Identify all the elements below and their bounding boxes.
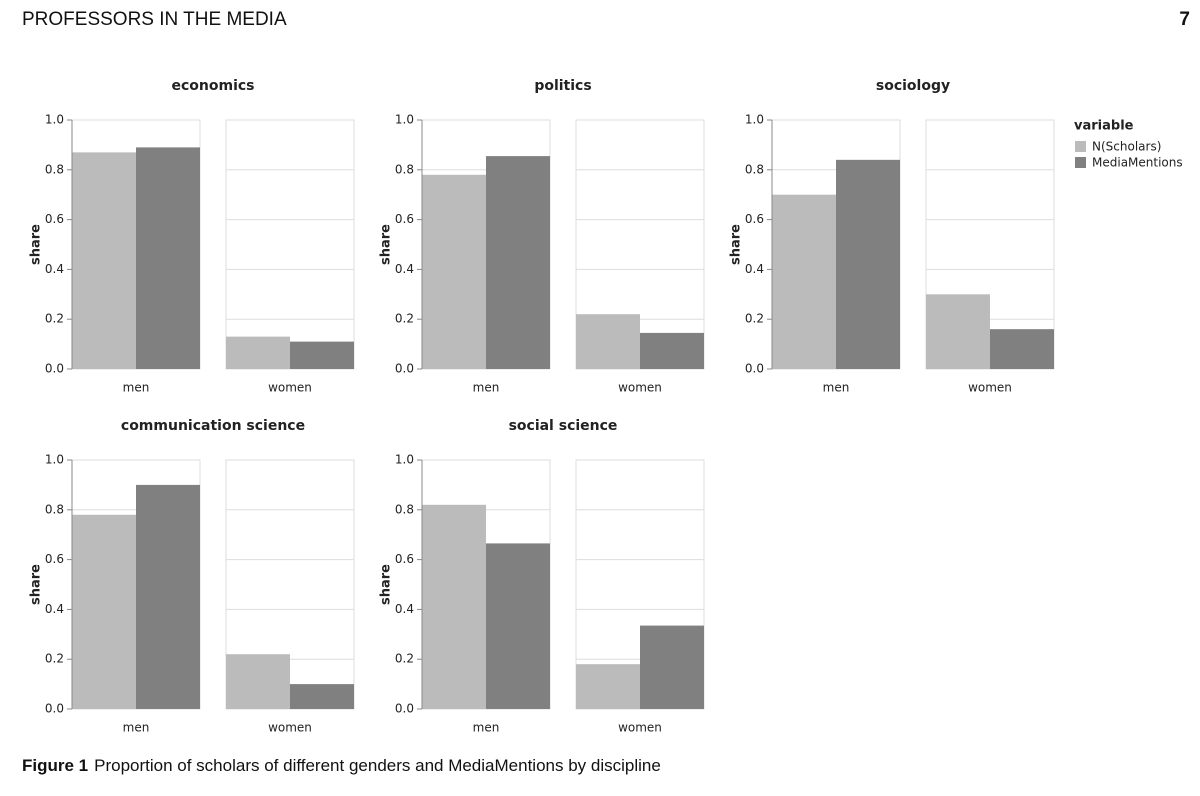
legend-swatch <box>1075 157 1086 168</box>
y-tick-label: 0.4 <box>45 602 64 616</box>
x-tick-label: men <box>473 721 500 735</box>
y-tick-label: 0.8 <box>745 162 764 176</box>
y-tick-label: 1.0 <box>395 113 414 127</box>
bar <box>990 329 1054 369</box>
bar <box>72 514 136 709</box>
y-tick-label: 0.0 <box>745 362 764 376</box>
x-tick-label: women <box>618 721 662 735</box>
legend-swatch <box>1075 141 1086 152</box>
chart-title: politics <box>534 78 591 94</box>
page-number: 7 <box>1179 9 1190 30</box>
y-tick-label: 0.8 <box>45 162 64 176</box>
bar <box>72 152 136 369</box>
y-tick-label: 0.8 <box>395 162 414 176</box>
y-tick-label: 0.0 <box>395 702 414 716</box>
chart-title: sociology <box>876 78 950 94</box>
y-tick-label: 1.0 <box>45 113 64 127</box>
x-tick-label: women <box>268 721 312 735</box>
y-tick-label: 0.2 <box>745 312 764 326</box>
y-axis-label: share <box>379 224 394 265</box>
y-tick-label: 0.2 <box>45 312 64 326</box>
y-tick-label: 0.2 <box>395 652 414 666</box>
y-tick-label: 0.0 <box>395 362 414 376</box>
bar <box>422 504 486 709</box>
y-axis-label: share <box>729 224 744 265</box>
x-tick-label: men <box>473 381 500 395</box>
bar <box>226 654 290 709</box>
bar <box>576 314 640 369</box>
bar <box>772 194 836 369</box>
y-tick-label: 0.8 <box>45 502 64 516</box>
bar <box>926 294 990 369</box>
bar <box>136 147 200 369</box>
bar <box>226 336 290 369</box>
panel-frame <box>225 119 355 370</box>
bar <box>486 156 550 369</box>
x-tick-label: men <box>123 721 150 735</box>
figure-caption: Figure 1 Proportion of scholars of differ… <box>22 756 661 775</box>
bar <box>836 159 900 369</box>
bar <box>486 543 550 709</box>
bar <box>422 174 486 369</box>
chart-title: social science <box>509 418 618 434</box>
y-axis-label: share <box>29 564 44 605</box>
bar <box>640 332 704 369</box>
y-tick-label: 0.6 <box>45 552 64 566</box>
running-header: PROFESSORS IN THE MEDIA <box>22 9 287 30</box>
y-tick-label: 1.0 <box>745 113 764 127</box>
y-tick-label: 0.6 <box>745 212 764 226</box>
x-tick-label: men <box>123 381 150 395</box>
bar <box>290 341 354 369</box>
y-tick-label: 0.2 <box>45 652 64 666</box>
bar <box>136 484 200 709</box>
bar <box>290 684 354 709</box>
caption-text: Proportion of scholars of different gend… <box>94 756 661 775</box>
y-tick-label: 0.6 <box>395 212 414 226</box>
legend-label: MediaMentions <box>1092 156 1183 170</box>
y-tick-label: 0.0 <box>45 702 64 716</box>
y-tick-label: 0.2 <box>395 312 414 326</box>
y-tick-label: 0.6 <box>395 552 414 566</box>
y-tick-label: 0.4 <box>745 262 764 276</box>
y-tick-label: 1.0 <box>45 453 64 467</box>
bar <box>640 625 704 709</box>
y-tick-label: 1.0 <box>395 453 414 467</box>
y-tick-label: 0.4 <box>45 262 64 276</box>
y-axis-label: share <box>379 564 394 605</box>
y-tick-label: 0.0 <box>45 362 64 376</box>
caption-label: Figure 1 <box>22 756 88 775</box>
chart-title: communication science <box>121 418 305 434</box>
y-tick-label: 0.4 <box>395 602 414 616</box>
y-tick-label: 0.4 <box>395 262 414 276</box>
legend-label: N(Scholars) <box>1092 140 1161 154</box>
y-tick-label: 0.6 <box>45 212 64 226</box>
x-tick-label: men <box>823 381 850 395</box>
bar <box>576 664 640 709</box>
x-tick-label: women <box>968 381 1012 395</box>
y-axis-label: share <box>29 224 44 265</box>
y-tick-label: 0.8 <box>395 502 414 516</box>
x-tick-label: women <box>268 381 312 395</box>
chart-title: economics <box>171 78 254 94</box>
legend-title: variable <box>1074 119 1134 134</box>
x-tick-label: women <box>618 381 662 395</box>
